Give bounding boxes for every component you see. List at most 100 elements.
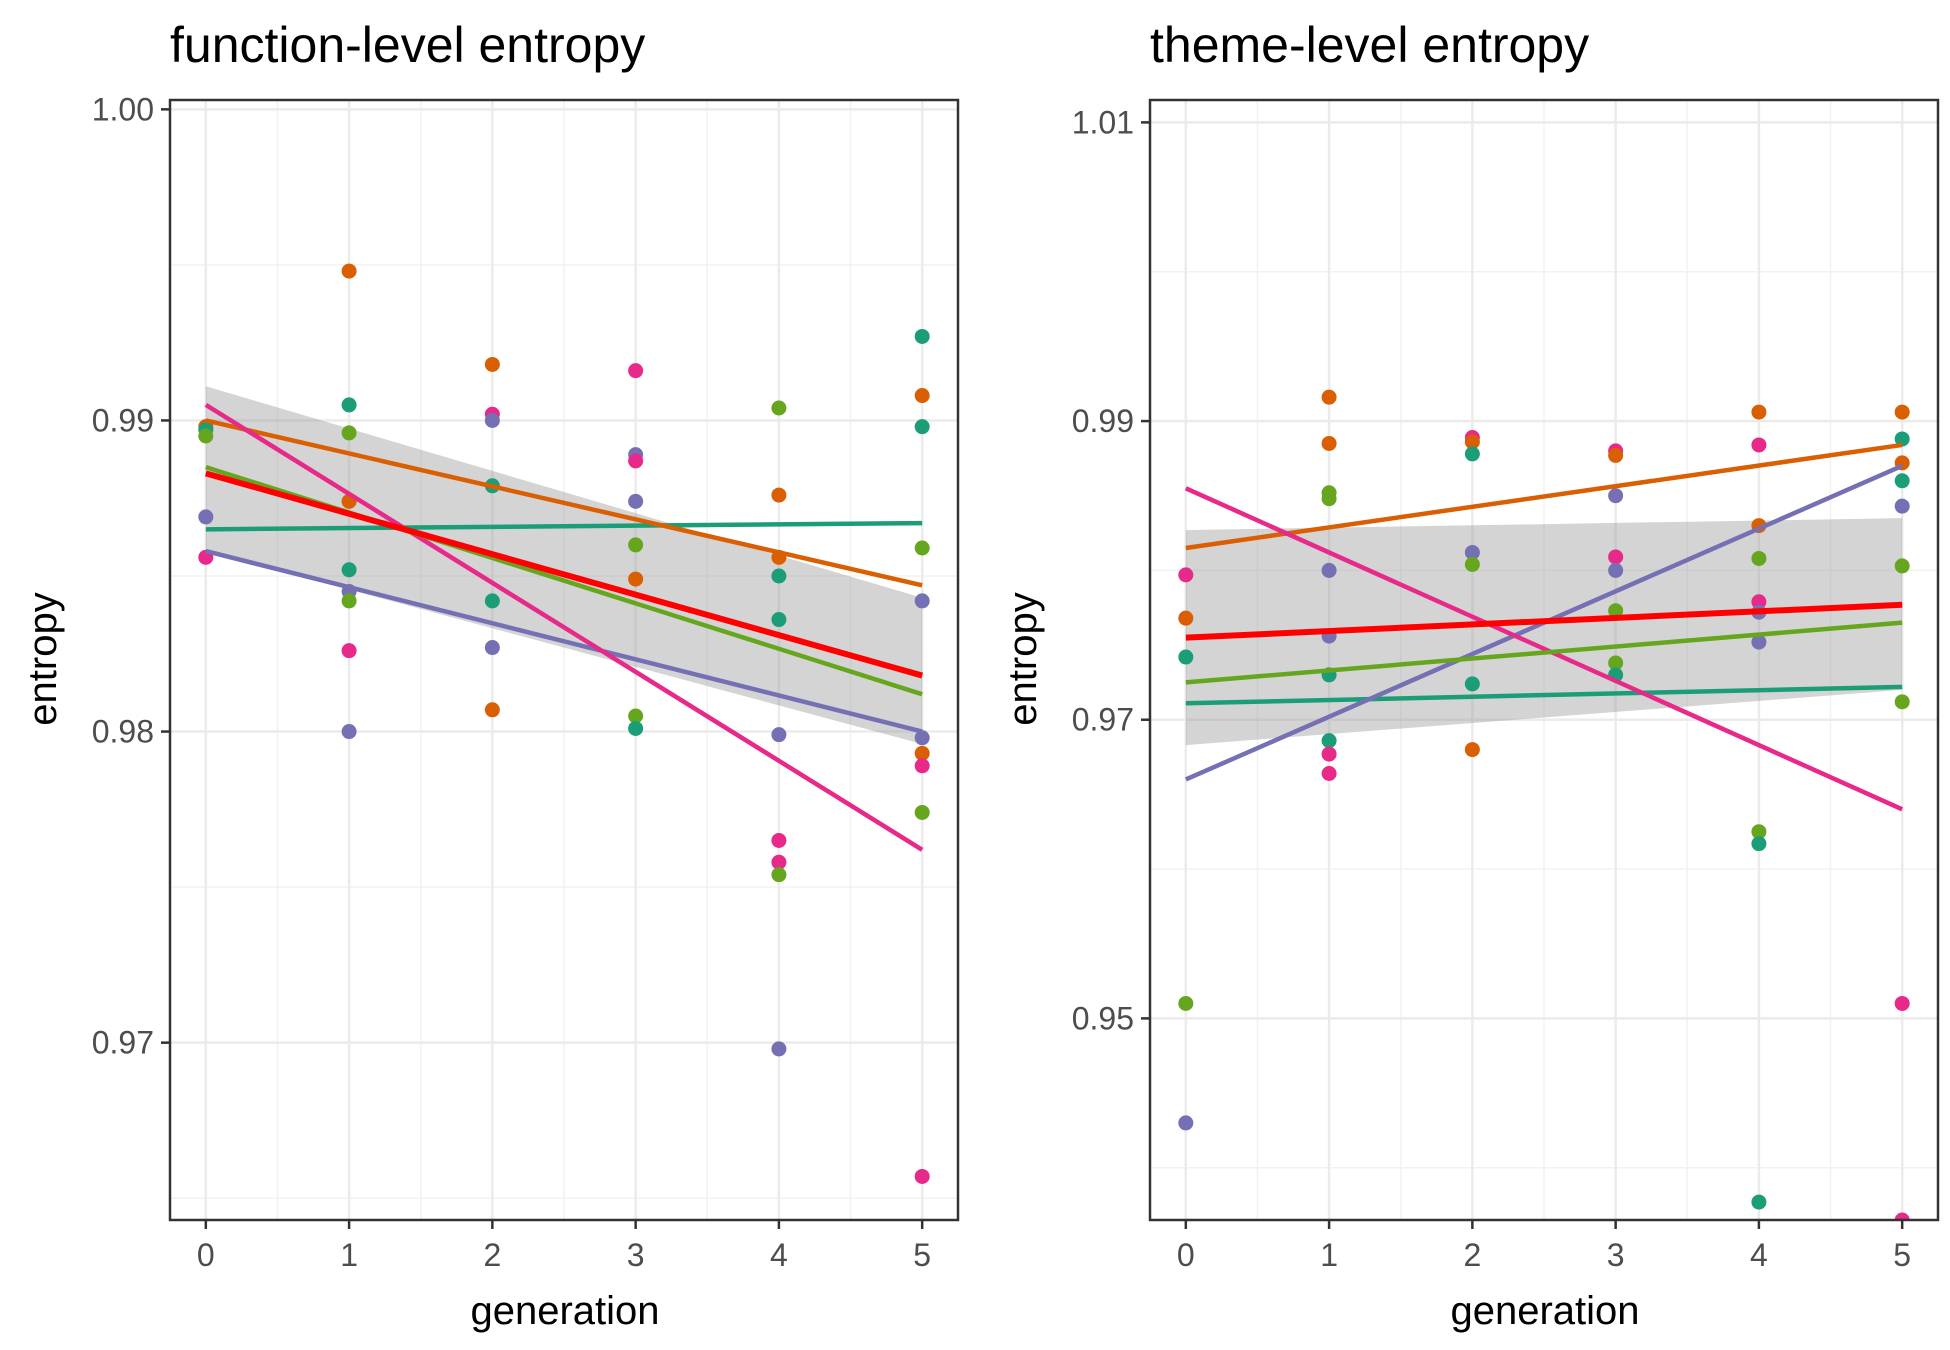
data-point [1894,404,1910,420]
x-tick-label: 5 [1893,1237,1911,1273]
data-point [1321,491,1337,507]
data-point [1751,594,1767,610]
data-point [914,328,930,344]
data-point [1751,404,1767,420]
data-point [1464,676,1480,692]
data-point [1464,434,1480,450]
data-point [1178,1115,1194,1131]
x-tick-label: 4 [770,1237,788,1273]
data-point [484,702,500,718]
data-point [771,854,787,870]
data-point [771,612,787,628]
data-point [628,537,644,553]
data-point [341,562,357,578]
data-point [1608,549,1624,565]
data-point [1608,655,1624,671]
y-tick-label: 1.00 [92,91,154,127]
data-point [1178,567,1194,583]
confidence-ribbon [205,386,923,744]
data-point [1751,1194,1767,1210]
data-point [1894,473,1910,489]
data-point [1894,1212,1910,1220]
data-point [1751,550,1767,566]
data-point [1608,488,1624,504]
data-point [1608,603,1624,619]
data-point [914,1168,930,1184]
data-point [628,493,644,509]
x-tick-label: 1 [1320,1237,1338,1273]
plot-marks [1178,389,1910,1220]
data-point [771,727,787,743]
data-point [914,758,930,774]
overall-fit-line [205,470,923,679]
data-point [1894,995,1910,1011]
x-tick-label: 2 [483,1237,501,1273]
data-point [484,356,500,372]
panel-function-level-entropy: function-level entropy 0 1 2 3 4 5 0.97 0.98 0.9… [21,17,960,1333]
data-point [628,453,644,469]
panel-border [168,98,960,1222]
x-tick-label: 3 [627,1237,645,1273]
x-tick-label: 4 [1750,1237,1768,1273]
group-fit-line [205,418,923,588]
x-tick-label: 3 [1607,1237,1625,1273]
data-point [341,643,357,659]
y-tick-label: 0.95 [1072,1000,1134,1036]
y-axis-title: entropy [1001,592,1045,725]
x-axis-title: generation [1450,1289,1639,1333]
panel-title: theme-level entropy [1150,17,1589,73]
y-tick-label: 0.99 [1072,403,1134,439]
data-point [628,720,644,736]
data-point [914,419,930,435]
data-point [914,730,930,746]
data-point [1751,437,1767,453]
data-point [771,832,787,848]
data-point [1178,995,1194,1011]
panel-title: function-level entropy [170,17,645,73]
data-point [1751,836,1767,852]
plot-marks [198,263,930,1184]
x-tick-label: 2 [1463,1237,1481,1273]
data-point [628,363,644,379]
data-point [771,568,787,584]
data-point [1321,435,1337,451]
data-point [771,1041,787,1057]
data-point [484,593,500,609]
plot-area: 0 1 2 3 4 5 0.97 0.98 0.99 1.00 [92,91,960,1273]
data-point [1321,562,1337,578]
data-point [1751,634,1767,650]
data-point [1321,733,1337,749]
group-fit-line [1185,442,1903,551]
data-point [914,593,930,609]
data-point [1751,824,1767,840]
data-point [1894,694,1910,710]
x-tick-label: 0 [1177,1237,1195,1273]
panel-theme-level-entropy: theme-level entropy 0 1 2 3 4 5 0.95 0.97 0.99 1.… [1001,17,1940,1333]
group-fit-line [1185,684,1903,706]
x-tick-label: 1 [340,1237,358,1273]
data-point [1464,544,1480,560]
group-fit-line [205,548,923,734]
data-point [771,487,787,503]
confidence-ribbon [1185,518,1903,746]
data-point [1464,742,1480,758]
group-fit-line [204,402,924,852]
data-point [341,397,357,413]
data-point [341,593,357,609]
data-point [628,571,644,587]
group-fit-line [1185,620,1903,685]
data-point [1894,431,1910,447]
data-point [1321,746,1337,762]
y-axis-title: entropy [21,592,65,725]
data-point [341,724,357,740]
data-point [1464,446,1480,462]
overall-fit-line [1185,601,1903,641]
plot-area: 0 1 2 3 4 5 0.95 0.97 0.99 1.01 [1072,98,1940,1273]
data-point [1321,389,1337,405]
y-tick-label: 0.98 [92,714,154,750]
data-point [1464,556,1480,572]
data-point [1321,765,1337,781]
data-point [1894,498,1910,514]
y-tick-label: 0.97 [1072,702,1134,738]
